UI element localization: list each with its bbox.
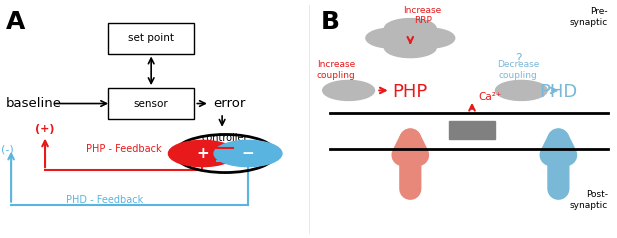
Text: error: error: [213, 97, 245, 110]
Text: Decrease
coupling: Decrease coupling: [497, 60, 539, 80]
Text: Increase
RRP: Increase RRP: [404, 5, 442, 25]
Text: PHP - Feedback: PHP - Feedback: [86, 144, 161, 154]
Circle shape: [403, 28, 455, 48]
Text: PHD - Feedback: PHD - Feedback: [66, 195, 144, 205]
Text: −: −: [242, 146, 254, 161]
Circle shape: [384, 38, 436, 58]
Text: +: +: [196, 146, 209, 161]
Circle shape: [323, 80, 375, 100]
Circle shape: [495, 80, 547, 100]
Text: (+): (+): [35, 124, 55, 134]
Text: Post-
synaptic: Post- synaptic: [569, 190, 608, 210]
Text: sensor: sensor: [134, 99, 168, 109]
Text: A: A: [6, 10, 25, 34]
Circle shape: [168, 140, 236, 167]
Circle shape: [384, 19, 436, 39]
Text: (-): (-): [1, 145, 14, 155]
FancyBboxPatch shape: [108, 88, 194, 119]
Text: Ca²⁺: Ca²⁺: [478, 92, 502, 102]
Text: PHD: PHD: [539, 83, 578, 101]
Text: Pre-
synaptic: Pre- synaptic: [569, 7, 608, 27]
Text: B: B: [321, 10, 340, 34]
Text: controller: controller: [202, 133, 249, 143]
Circle shape: [366, 28, 418, 48]
FancyBboxPatch shape: [108, 23, 194, 54]
Bar: [449, 121, 495, 139]
Text: ?: ?: [515, 52, 521, 65]
Text: Increase
coupling: Increase coupling: [317, 60, 355, 80]
Text: baseline: baseline: [6, 97, 62, 110]
Circle shape: [214, 140, 282, 167]
Text: set point: set point: [128, 33, 174, 43]
Text: PHP: PHP: [392, 83, 428, 101]
